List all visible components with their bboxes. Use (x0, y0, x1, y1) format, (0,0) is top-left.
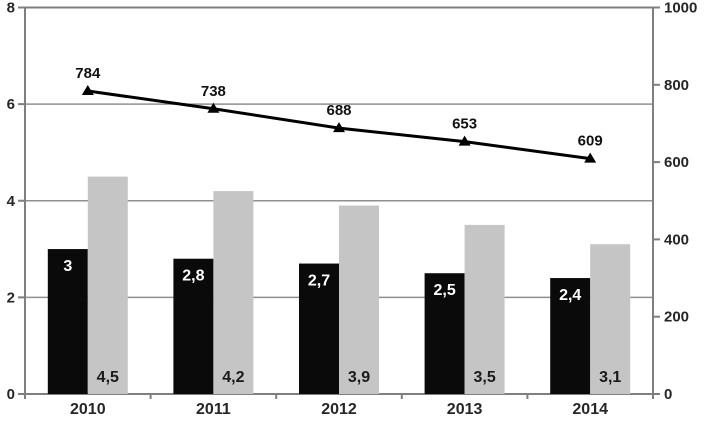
right-axis-label: 400 (664, 231, 689, 248)
bar-black-bars-2010 (47, 249, 88, 394)
bar-black-bars-2014 (550, 278, 591, 394)
triangle-marker (584, 152, 597, 163)
category-label: 2014 (572, 401, 608, 418)
bar-gray-bars-2010 (87, 176, 128, 394)
triangle-marker (458, 135, 471, 146)
category-label: 2013 (447, 401, 483, 418)
bar-label: 2,7 (308, 273, 330, 290)
bar-gray-bars-2011 (213, 191, 254, 394)
bar-black-bars-2012 (299, 263, 339, 394)
line-label: 784 (75, 65, 101, 82)
bar-label: 2,5 (433, 282, 455, 299)
bar-label: 2,4 (559, 287, 581, 304)
bar-gray-bars-2012 (339, 205, 379, 394)
triangle-marker (81, 84, 94, 95)
bar-black-bars-2011 (173, 258, 214, 394)
right-axis-label: 0 (664, 386, 672, 403)
category-label: 2012 (321, 401, 357, 418)
bar-black-bars-2013 (424, 273, 465, 394)
triangle-marker (333, 122, 345, 133)
line-label: 653 (452, 116, 477, 133)
left-axis-label: 4 (7, 193, 16, 210)
bar-label: 2,8 (182, 268, 204, 285)
bar-gray-bars-2013 (464, 224, 505, 394)
right-axis-label: 1000 (664, 0, 697, 17)
bar-label: 3,1 (599, 369, 621, 386)
bar-label: 3,9 (348, 369, 370, 386)
bar-label: 3,5 (473, 369, 495, 386)
right-axis-label: 800 (664, 77, 689, 94)
bar-gray-bars-2014 (590, 244, 631, 394)
left-axis-label: 2 (7, 289, 15, 306)
right-axis-label: 200 (664, 309, 689, 326)
triangle-marker (207, 102, 220, 113)
line-label: 688 (326, 102, 351, 119)
right-axis-label: 600 (664, 154, 689, 171)
line-label: 609 (578, 133, 603, 150)
left-axis-label: 0 (7, 386, 15, 403)
bar-label: 3 (63, 258, 72, 275)
category-label: 2010 (70, 401, 106, 418)
bar-label: 4,2 (222, 369, 244, 386)
left-axis-label: 8 (7, 0, 15, 17)
bar-label: 4,5 (97, 369, 119, 386)
category-label: 2011 (196, 401, 231, 418)
left-axis-label: 6 (7, 96, 15, 113)
line-label: 738 (201, 83, 226, 100)
